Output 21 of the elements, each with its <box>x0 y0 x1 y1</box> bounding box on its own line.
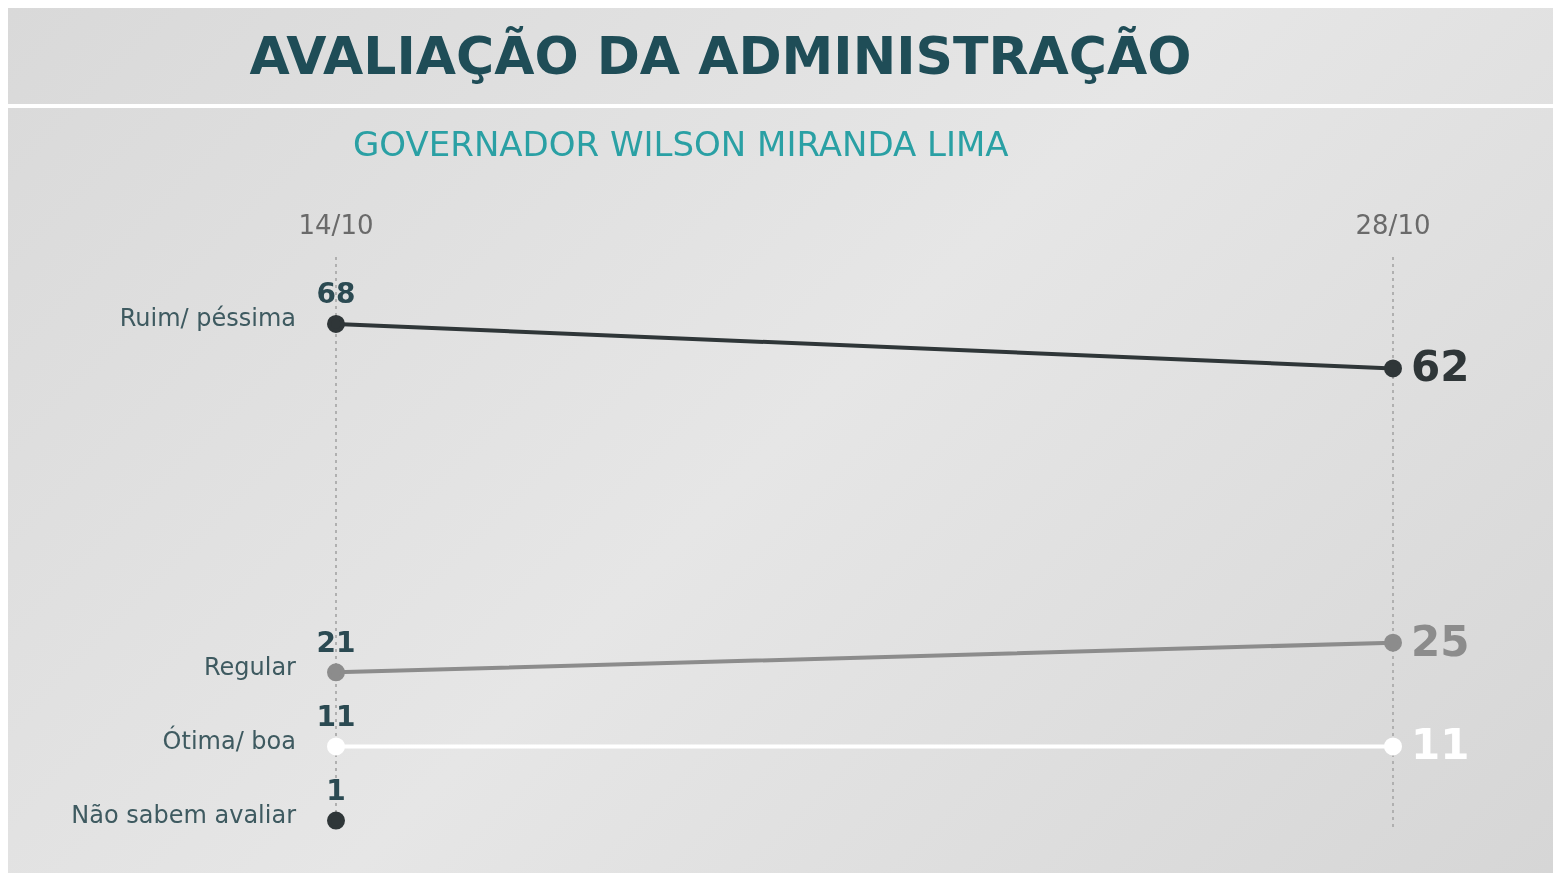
data-label: 62 <box>1411 342 1470 392</box>
point <box>327 314 345 333</box>
series-label: Ruim/ péssima <box>119 304 296 333</box>
point <box>1384 359 1402 378</box>
data-label: 25 <box>1411 616 1470 666</box>
x-tick-label: 28/10 <box>1355 210 1431 241</box>
chart-subtitle: GOVERNADOR WILSON MIRANDA LIMA <box>353 124 1009 164</box>
point <box>327 663 345 682</box>
point <box>1384 737 1402 756</box>
data-label: 1 <box>326 773 346 807</box>
point <box>1384 633 1402 652</box>
series-label: Ótima/ boa <box>162 724 296 755</box>
data-label: 68 <box>316 277 356 311</box>
data-label: 11 <box>316 699 356 733</box>
data-label: 21 <box>316 625 356 659</box>
chart-title: AVALIAÇÃO DA ADMINISTRAÇÃO <box>249 26 1192 86</box>
point <box>327 737 345 756</box>
series-label: Não sabem avaliar <box>71 800 297 829</box>
series-label: Regular <box>203 652 297 681</box>
x-tick-label: 14/10 <box>298 210 374 241</box>
point <box>327 811 345 830</box>
